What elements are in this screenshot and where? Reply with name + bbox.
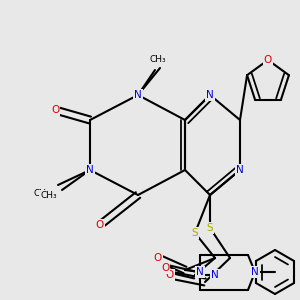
Text: O: O — [51, 105, 59, 115]
Text: N: N — [206, 90, 214, 100]
Text: CH₃: CH₃ — [33, 188, 50, 197]
Text: O: O — [96, 220, 104, 230]
Text: O: O — [264, 55, 272, 65]
Text: N: N — [236, 165, 244, 175]
Text: O: O — [166, 270, 174, 280]
Text: N: N — [251, 267, 259, 277]
Text: CH₃: CH₃ — [40, 190, 57, 200]
Text: N: N — [134, 90, 142, 100]
Text: N: N — [211, 270, 219, 280]
Text: CH₃: CH₃ — [152, 56, 168, 64]
Text: O: O — [161, 263, 169, 273]
Text: N: N — [86, 165, 94, 175]
Text: N: N — [196, 267, 204, 277]
Text: S: S — [192, 228, 198, 238]
Text: S: S — [207, 223, 213, 233]
Text: N: N — [86, 165, 94, 175]
Text: O: O — [154, 253, 162, 263]
Text: CH₃: CH₃ — [150, 56, 166, 64]
